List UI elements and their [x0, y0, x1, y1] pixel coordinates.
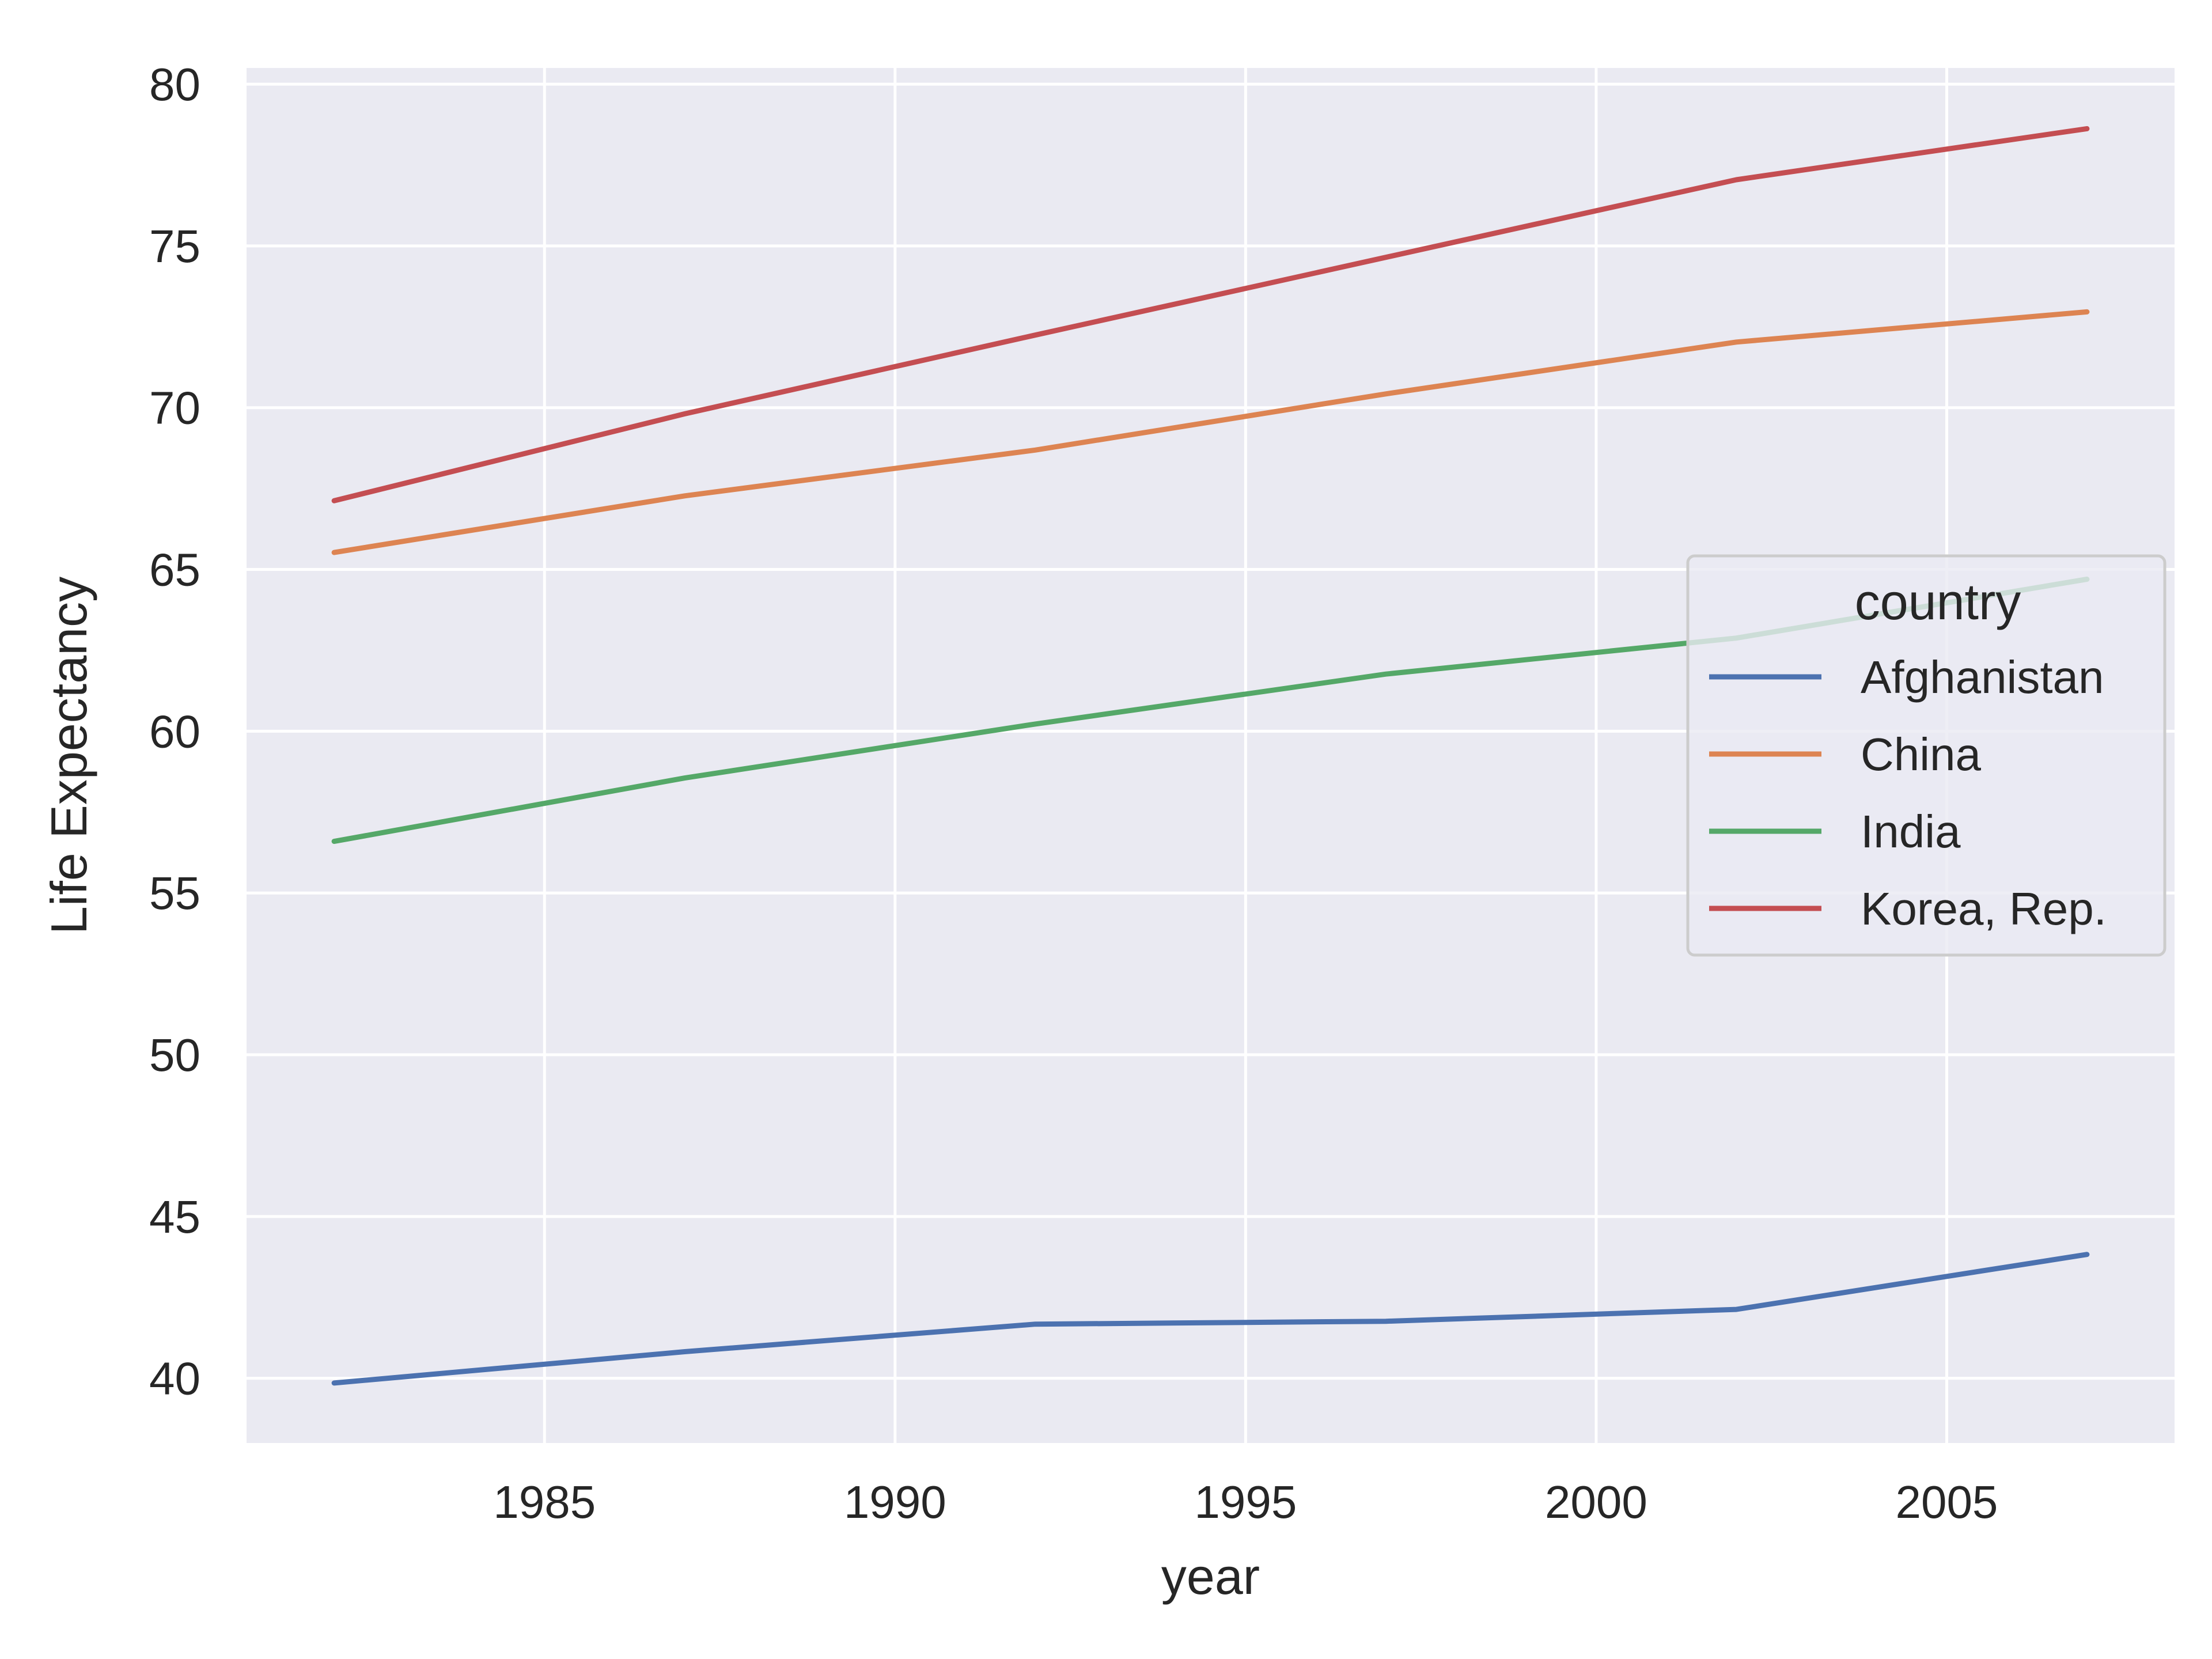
legend-box	[1686, 554, 2166, 957]
y-tick-label: 60	[149, 706, 200, 757]
legend-entry-label: Korea, Rep.	[1861, 883, 2107, 934]
series-line-3	[331, 126, 2090, 503]
legend-entry-label: Afghanistan	[1861, 652, 2104, 703]
x-axis-ticks: 1985 1990 1995 2000 2005	[493, 1476, 1998, 1528]
y-tick-label: 45	[149, 1191, 200, 1243]
y-tick-label: 50	[149, 1029, 200, 1081]
y-axis-ticks: 40 45 50 55 60 65 70 75 80	[149, 59, 200, 1404]
x-tick-label: 1990	[844, 1476, 946, 1528]
series-line-0	[331, 1252, 2090, 1386]
y-tick-label: 80	[149, 59, 200, 110]
legend-title: country	[1855, 573, 2021, 630]
legend-items: Afghanistan China India Korea, Rep.	[1709, 652, 2107, 934]
y-tick-label: 65	[149, 544, 200, 596]
y-tick-label: 75	[149, 221, 200, 272]
y-axis-label: Life Expectancy	[40, 577, 97, 934]
series-line-1	[331, 309, 2090, 555]
x-axis-label: year	[1161, 1548, 1260, 1605]
x-tick-label: 2005	[1895, 1476, 1998, 1528]
y-tick-label: 40	[149, 1353, 200, 1404]
x-tick-label: 2000	[1545, 1476, 1647, 1528]
legend: country Afghanistan China India Korea, Rep.	[1686, 554, 2166, 957]
x-tick-label: 1985	[493, 1476, 596, 1528]
legend-entry-label: India	[1861, 806, 1961, 857]
legend-entry-label: China	[1861, 729, 1982, 780]
y-tick-label: 70	[149, 382, 200, 434]
x-tick-label: 1995	[1194, 1476, 1297, 1528]
y-tick-label: 55	[149, 868, 200, 919]
